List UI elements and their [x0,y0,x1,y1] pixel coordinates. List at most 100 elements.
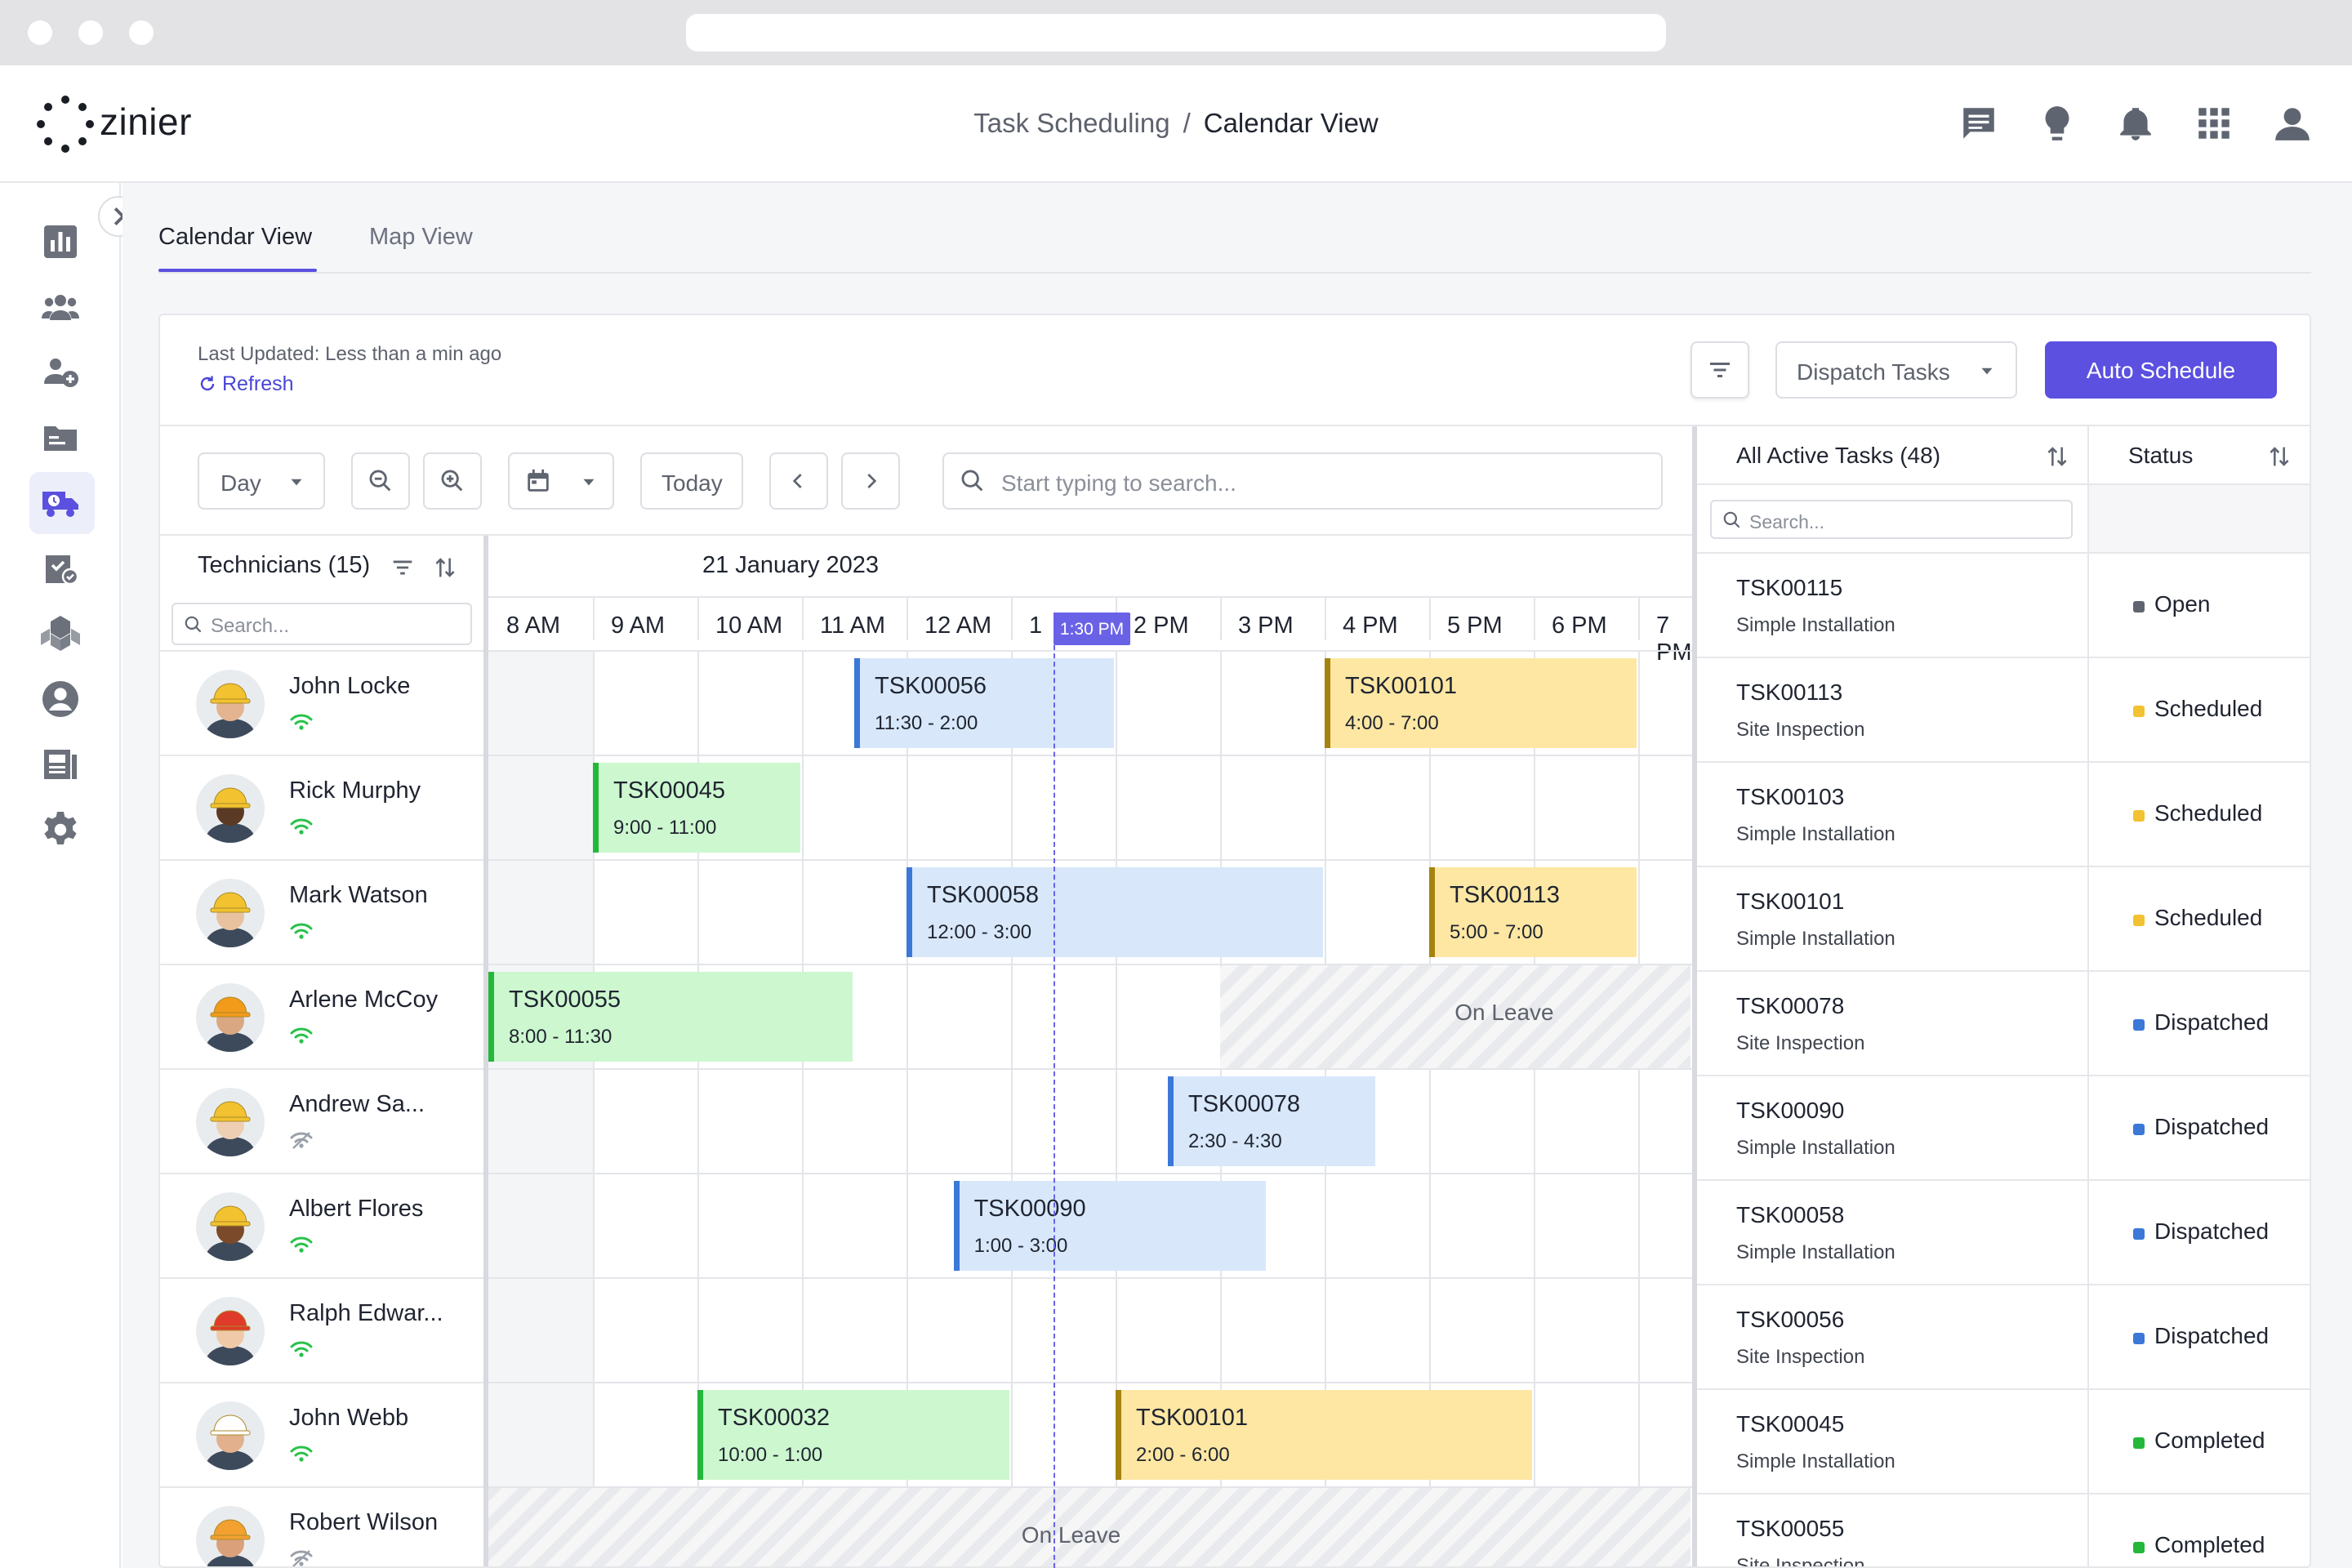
current-time-line [1054,612,1055,1568]
inventory-icon[interactable] [41,614,80,653]
hour-tick [1534,598,1535,640]
task-block[interactable]: TSK00090 1:00 - 3:00 [953,1181,1266,1271]
technician-row[interactable]: Andrew Sa... [160,1068,485,1173]
hour-gridline [593,650,595,1566]
task-block[interactable]: TSK00055 8:00 - 11:30 [488,972,853,1062]
breadcrumb-parent[interactable]: Task Scheduling [973,108,1170,138]
dispatch-tasks-dropdown[interactable]: Dispatch Tasks [1775,341,2017,399]
technician-row[interactable]: Ralph Edwar... [160,1277,485,1382]
today-button[interactable]: Today [640,452,743,510]
task-block[interactable]: TSK00056 11:30 - 2:00 [854,658,1114,748]
bell-icon[interactable] [2115,103,2156,144]
active-task-row[interactable]: TSK00101 Simple Installation Scheduled [1697,866,2310,970]
technician-row[interactable]: John Locke [160,650,485,755]
refresh-icon [200,376,215,391]
lightbulb-icon[interactable] [2037,103,2078,144]
active-task-row[interactable]: TSK00113 Site Inspection Scheduled [1697,657,2310,761]
folder-icon[interactable] [41,418,80,457]
task-block[interactable]: TSK00101 2:00 - 6:00 [1116,1390,1532,1480]
next-day-button[interactable] [841,452,900,510]
hour-gridline [1638,650,1640,1566]
task-id: TSK00113 [1450,882,1560,908]
sort-icon[interactable] [2043,443,2071,470]
technician-avatar [196,1088,265,1156]
apps-grid-icon[interactable] [2194,103,2234,144]
active-task-type: Site Inspection [1736,719,1865,741]
zinier-logo-icon [37,96,94,153]
technician-avatar [196,879,265,947]
sort-icon[interactable] [2265,443,2293,470]
task-time: 5:00 - 7:00 [1450,921,1544,943]
active-task-row[interactable]: TSK00115 Simple Installation Open [1697,552,2310,657]
active-task-type: Site Inspection [1736,1346,1865,1368]
address-bar[interactable] [686,14,1666,51]
hour-label: 4 PM [1343,612,1398,639]
active-task-row[interactable]: TSK00055 Site Inspection Completed [1697,1493,2310,1566]
active-task-row[interactable]: TSK00045 Simple Installation Completed [1697,1388,2310,1493]
sort-icon[interactable] [431,554,459,581]
technician-row[interactable]: Arlene McCoy [160,964,485,1068]
tab-map-view[interactable]: Map View [369,224,473,250]
caret-down-icon [291,479,302,486]
active-task-id: TSK00078 [1736,993,1845,1018]
active-task-row[interactable]: TSK00078 Site Inspection Dispatched [1697,970,2310,1075]
active-tasks-search-input[interactable]: Search... [1710,500,2073,539]
technician-row[interactable]: Mark Watson [160,859,485,964]
settings-icon[interactable] [41,810,80,849]
window-close-dot[interactable] [28,20,52,45]
grid-header-divider [488,596,1692,598]
active-task-id: TSK00115 [1736,575,1843,600]
task-block[interactable]: TSK00058 12:00 - 3:00 [906,867,1323,957]
main-content: Calendar View Map View Last Updated: Les… [122,183,2352,1568]
profile-icon[interactable] [41,679,80,719]
active-task-row[interactable]: TSK00103 Simple Installation Scheduled [1697,761,2310,866]
window-minimize-dot[interactable] [78,20,103,45]
technician-name: Andrew Sa... [289,1091,425,1117]
on-leave-label: On Leave [1021,1522,1121,1548]
user-icon[interactable] [2272,103,2313,144]
status-badge: Completed [2154,1428,2265,1453]
technician-row[interactable]: Robert Wilson [160,1486,485,1566]
filter-icon [1710,363,1730,377]
task-block[interactable]: TSK00032 10:00 - 1:00 [697,1390,1009,1480]
active-task-row[interactable]: TSK00056 Site Inspection Dispatched [1697,1284,2310,1388]
dispatch-truck-icon[interactable] [41,483,80,523]
technicians-search-placeholder: Search... [211,615,290,637]
technicians-search-input[interactable]: Search... [172,603,472,645]
technician-row[interactable]: Albert Flores [160,1173,485,1277]
task-block[interactable]: TSK00045 9:00 - 11:00 [593,763,800,853]
add-user-icon[interactable] [41,353,80,392]
filter-button[interactable] [1690,341,1749,399]
tasks-check-icon[interactable] [41,549,80,588]
status-badge: Dispatched [2154,1218,2270,1244]
dashboard-icon[interactable] [41,222,80,261]
zoom-out-button[interactable] [351,452,410,510]
search-icon [1723,511,1740,528]
active-task-row[interactable]: TSK00090 Simple Installation Dispatched [1697,1075,2310,1179]
reports-icon[interactable] [41,745,80,784]
chat-icon[interactable] [1958,103,1999,144]
technician-row[interactable]: John Webb [160,1382,485,1486]
previous-day-button[interactable] [769,452,828,510]
filter-icon[interactable] [389,554,416,581]
tab-calendar-view[interactable]: Calendar View [158,224,313,250]
task-block[interactable]: TSK00101 4:00 - 7:00 [1325,658,1637,748]
zoom-in-button[interactable] [423,452,482,510]
view-mode-dropdown[interactable]: Day [198,452,325,510]
window-maximize-dot[interactable] [129,20,154,45]
teams-icon[interactable] [41,287,80,327]
refresh-link[interactable]: Refresh [198,372,294,396]
task-block[interactable]: TSK00078 2:30 - 4:30 [1168,1076,1375,1166]
active-task-row[interactable]: TSK00058 Simple Installation Dispatched [1697,1179,2310,1284]
auto-schedule-button[interactable]: Auto Schedule [2045,341,2277,399]
hour-label: 10 AM [715,612,783,639]
technician-row[interactable]: Rick Murphy [160,755,485,859]
technician-name: Arlene McCoy [289,987,439,1013]
status-badge: Dispatched [2154,1323,2270,1348]
status-indicator-dot [2133,1333,2145,1344]
schedule-search-input[interactable]: Start typing to search... [942,452,1663,510]
hour-label: 2 PM [1134,612,1189,639]
zoom-out-icon [369,470,391,492]
task-block[interactable]: TSK00113 5:00 - 7:00 [1429,867,1637,957]
date-picker-button[interactable] [508,452,614,510]
